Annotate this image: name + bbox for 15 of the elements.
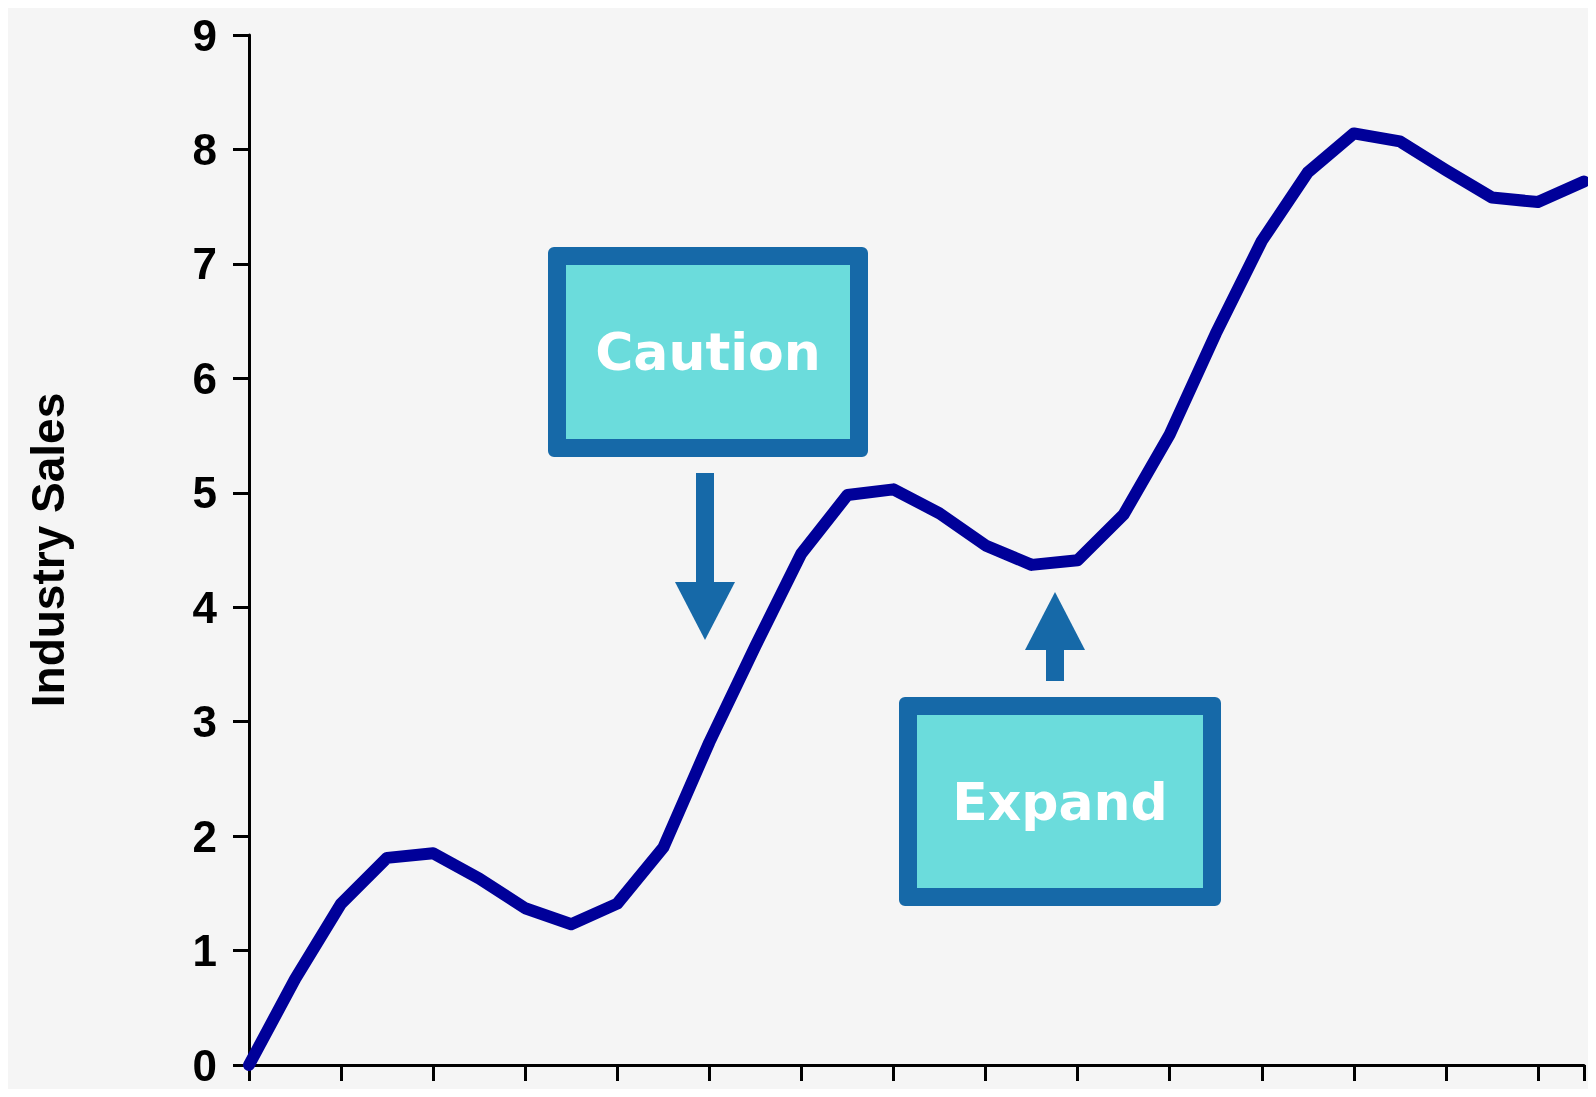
y-axis-title: Industry Sales [22, 392, 74, 708]
annotation: Caution [595, 322, 821, 382]
y-tick-label: 0 [192, 1040, 217, 1090]
callout-box: Expand [899, 697, 1221, 906]
y-tick-label: 8 [192, 124, 217, 174]
callout-box: Caution [548, 247, 868, 457]
y-tick-label: 4 [192, 582, 218, 632]
y-tick-label: 5 [192, 468, 217, 518]
y-tick-label: 3 [192, 697, 217, 747]
y-tick-label: 2 [192, 811, 217, 861]
y-tick-label: 1 [192, 926, 217, 976]
y-tick-label: 7 [192, 239, 217, 289]
annotation: Expand [952, 771, 1168, 832]
y-tick-label: 9 [192, 10, 217, 60]
y-tick-label: 6 [192, 353, 217, 403]
